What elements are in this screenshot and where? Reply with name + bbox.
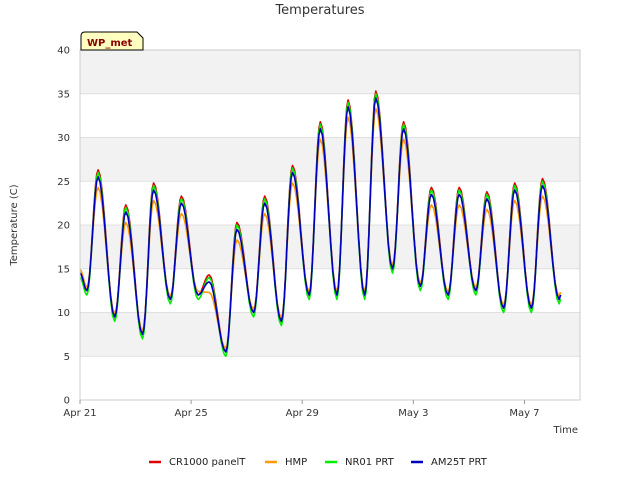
y-tick-label: 0 — [64, 396, 70, 407]
series-line-am25t-prt — [79, 97, 562, 353]
y-tick-label: 5 — [64, 352, 70, 363]
y-tick-label: 25 — [57, 177, 70, 188]
x-tick-label: May 3 — [398, 408, 428, 419]
legend-label: NR01 PRT — [345, 457, 395, 468]
y-tick-label: 10 — [57, 308, 70, 319]
x-tick-label: Apr 29 — [286, 408, 319, 419]
chart-title: Temperatures — [274, 3, 364, 18]
plot-band — [80, 356, 580, 400]
plot-band — [80, 312, 580, 357]
plot-band — [80, 181, 580, 225]
y-tick-label: 30 — [57, 133, 70, 144]
legend-label: HMP — [285, 457, 307, 468]
y-tick-label: 35 — [57, 89, 70, 100]
y-axis-ticks: 0 5 10 15 20 25 30 35 40 — [57, 46, 70, 407]
site-badge: WP_met — [80, 31, 144, 51]
y-tick-label: 15 — [57, 264, 70, 275]
plot-band — [80, 93, 580, 138]
y-axis-label: Temperature (C) — [9, 184, 20, 266]
x-tick-label: May 7 — [509, 408, 539, 419]
site-badge-label: WP_met — [87, 38, 133, 49]
x-axis-ticks: Apr 21 Apr 25 Apr 29 May 3 May 7 — [63, 400, 540, 419]
plot-band — [80, 50, 580, 94]
plot-frame — [79, 49, 581, 401]
x-tick-label: Apr 21 — [63, 408, 96, 419]
y-tick-label: 40 — [57, 46, 70, 57]
x-axis-label: Time — [553, 425, 578, 436]
y-tick-label: 20 — [57, 221, 70, 232]
series-lines — [79, 90, 562, 358]
plot-band — [80, 137, 580, 182]
legend: CR1000 panelT HMP NR01 PRT AM25T PRT — [149, 457, 488, 468]
legend-label: AM25T PRT — [431, 457, 488, 468]
x-tick-label: Apr 25 — [175, 408, 208, 419]
plot-border — [79, 49, 581, 401]
site-badge-box — [80, 31, 144, 51]
legend-label: CR1000 panelT — [169, 457, 246, 468]
